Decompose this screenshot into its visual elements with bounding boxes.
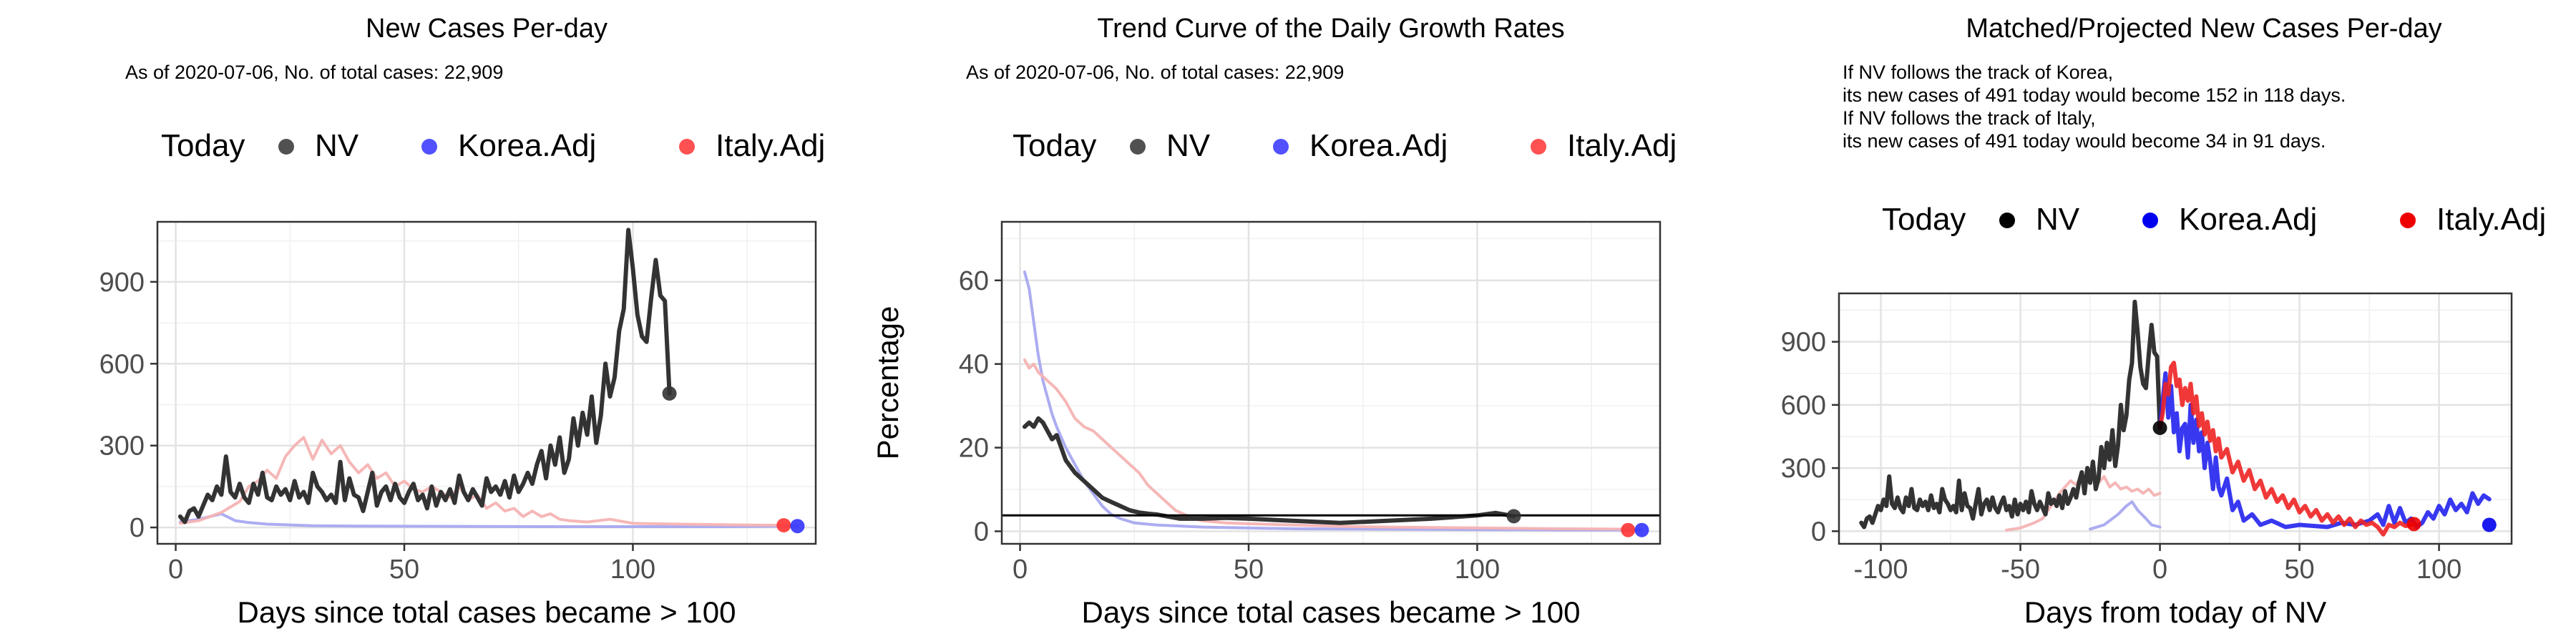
x-tick-label: 50 [2284,555,2314,585]
x-axis-label: Days since total cases became > 100 [1082,595,1581,629]
legend-swatch-italy-adj [679,139,695,155]
chart-title: Trend Curve of the Daily Growth Rates [1097,14,1564,44]
today-marker-nv [662,386,677,401]
today-marker-italy-adj [1621,522,1636,537]
chart-title: New Cases Per-day [366,14,608,44]
legend-title: Today [161,128,245,163]
chart-panel-2: Trend Curve of the Daily Growth Rates As … [871,14,1677,629]
legend-label: Korea.Adj [1309,128,1448,163]
legend-swatch-italy-adj [1531,139,1546,155]
legend-label: Italy.Adj [2436,202,2546,237]
x-tick-label: 0 [2152,555,2167,585]
x-tick-label: 0 [168,555,183,585]
x-tick-label: -50 [2001,555,2040,585]
legend-label: Korea.Adj [458,128,596,163]
legend-title: Today [1882,202,1966,237]
legend-swatch-korea-adj [1273,139,1289,155]
plot-border [1000,220,1662,545]
legend: Today NV Korea.Adj Italy.Adj [1013,128,1677,163]
y-tick-label: 900 [99,268,145,298]
legend-label: NV [315,128,359,163]
y-tick-label: 40 [959,350,989,380]
annotation-line: its new cases of 491 today would become … [1843,84,2346,106]
today-marker-nv [2152,420,2167,435]
x-tick-label: 100 [1455,555,1500,585]
x-axis-label: Days from today of NV [2024,595,2326,629]
legend-title: Today [1013,128,1096,163]
series-line-italy-adj [2157,361,2416,537]
legend-swatch-korea-adj [421,139,437,155]
legend-swatch-korea-adj [2142,213,2158,228]
series-line-italy-adj [178,436,786,527]
legend-label: Italy.Adj [1567,128,1677,163]
y-tick-label: 0 [1811,517,1826,547]
y-tick-label: 900 [1781,328,1826,358]
chart-subtitle: As of 2020-07-06, No. of total cases: 22… [966,62,1344,83]
x-tick-label: 50 [389,555,419,585]
y-tick-label: 60 [959,266,989,296]
today-marker-korea-adj [1634,522,1649,537]
y-tick-label: 300 [1781,454,1826,484]
chart-panel-3: Matched/Projected New Cases Per-day If NV… [1781,14,2547,629]
annotation-line: If NV follows the track of Korea, [1843,62,2113,83]
legend-swatch-nv [278,139,294,155]
chart-panel-1: New Cases Per-day As of 2020-07-06, No. o… [99,14,826,629]
series-line-korea-adj [1023,270,1644,532]
series-line-nv [1022,416,1516,525]
y-tick-label: 0 [974,517,989,547]
series-line-korea-adj [2157,371,2492,530]
today-marker-italy-adj [776,518,791,533]
legend-label: Italy.Adj [716,128,825,163]
y-tick-label: 0 [130,513,145,543]
x-tick-label: -100 [1853,555,1908,585]
y-axis-label: Percentage [871,306,904,460]
today-marker-korea-adj [2482,517,2497,532]
y-tick-label: 600 [99,349,145,379]
series-line-korea-faded [2089,500,2162,531]
y-tick-label: 600 [1781,391,1826,421]
x-tick-label: 50 [1234,555,1264,585]
plot-border [156,220,817,545]
legend-swatch-nv [1130,139,1146,155]
annotation-line: If NV follows the track of Italy, [1843,107,2096,129]
legend-label: Korea.Adj [2179,202,2317,237]
chart-title: Matched/Projected New Cases Per-day [1966,14,2441,44]
legend-swatch-italy-adj [2400,213,2416,228]
plot-area [1002,222,1660,544]
legend-swatch-nv [1999,213,2015,228]
legend-label: NV [1166,128,1211,163]
series-line-italy-adj [1023,358,1630,531]
x-tick-label: 100 [2416,555,2462,585]
today-marker-nv [1506,509,1521,524]
series-line-korea-adj [178,512,799,528]
y-tick-label: 20 [959,434,989,464]
legend: Today NV Korea.Adj Italy.Adj [1882,202,2546,237]
annotation-line: its new cases of 491 today would become … [1843,130,2326,152]
x-axis-label: Days since total cases became > 100 [238,595,736,629]
plot-border [1838,292,2513,545]
legend-label: NV [2036,202,2080,237]
y-tick-label: 300 [99,431,145,462]
today-marker-korea-adj [790,519,805,534]
series-line-nv [1859,299,2162,530]
chart-subtitle: As of 2020-07-06, No. of total cases: 22… [125,62,503,83]
legend: Today NV Korea.Adj Italy.Adj [161,128,825,163]
x-tick-label: 100 [610,555,655,585]
x-tick-label: 0 [1013,555,1028,585]
today-marker-italy-adj [2406,517,2421,532]
series-line-nv [177,228,672,525]
